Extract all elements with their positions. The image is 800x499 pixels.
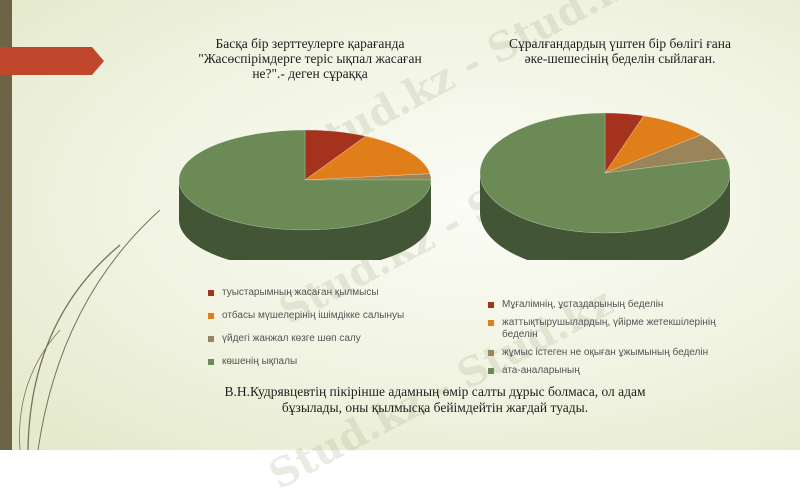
- pie2-slice-2: [604, 134, 727, 174]
- pie1-slice-3-side: [179, 180, 431, 260]
- pie1-slice-3: [178, 129, 432, 231]
- conclusion-text: В.Н.Кудрявцевтің пікірінше адамның өмір …: [224, 384, 646, 415]
- legend-label: отбасы мүшелерінің ішімдікке салынуы: [222, 310, 405, 321]
- title-pointer-arrow: [0, 47, 104, 75]
- pie2-slice-1: [604, 115, 702, 174]
- legend-label: Мұғалімнің, ұстаздарының беделін: [502, 299, 664, 310]
- decorative-curves: [19, 209, 161, 450]
- legend2-item: жұмыс істеген не оқыған ұжымының беделін: [488, 347, 728, 359]
- legend-label: көшенің ықпалы: [222, 356, 298, 367]
- legend2-item: ата-аналарының: [488, 365, 728, 377]
- side-bar: [0, 0, 12, 450]
- pie2-slice-3: [479, 112, 731, 234]
- pie1-slice-0: [304, 129, 367, 181]
- chart1-title: Басқа бір зерттеулерге қарағанда "Жасөсп…: [198, 36, 422, 81]
- legend-swatch: [208, 359, 214, 365]
- pie2-slice-3-side: [480, 173, 730, 260]
- legend-swatch: [488, 320, 494, 326]
- legend-label: ата-аналарының: [502, 365, 580, 376]
- pie-chart-2: [479, 112, 731, 260]
- legend1-item: көшенің ықпалы: [208, 356, 438, 368]
- pie1-slice-1: [304, 135, 431, 181]
- legend1-item: үйдегі жанжал көзге шөп салу: [208, 333, 438, 345]
- legend-label: туыстарымның жасаған қылмысы: [222, 287, 379, 298]
- pie1-slice-2: [304, 173, 432, 181]
- pie2-slice-0: [604, 112, 645, 174]
- legend-label: жұмыс істеген не оқыған ұжымының беделін: [502, 347, 709, 358]
- chart2-legend: Мұғалімнің, ұстаздарының беделін жаттықты…: [488, 299, 728, 383]
- chart1-legend: туыстарымның жасаған қылмысы отбасы мүшел…: [208, 287, 438, 379]
- pie-chart-1: [178, 129, 432, 260]
- legend1-item: отбасы мүшелерінің ішімдікке салынуы: [208, 310, 438, 322]
- legend-swatch: [208, 336, 214, 342]
- legend2-item: Мұғалімнің, ұстаздарының беделін: [488, 299, 728, 311]
- legend-swatch: [488, 350, 494, 356]
- legend2-item: жаттықтырушылардың, үйірме жетекшілеріні…: [488, 317, 728, 341]
- chart2-title: Сұралғандардың үштен бір бөлігі ғана әке…: [509, 36, 731, 66]
- legend1-item: туыстарымның жасаған қылмысы: [208, 287, 438, 299]
- legend-label: үйдегі жанжал көзге шөп салу: [222, 333, 361, 344]
- legend-swatch: [208, 313, 214, 319]
- legend-swatch: [488, 302, 494, 308]
- legend-swatch: [208, 290, 214, 296]
- legend-swatch: [488, 368, 494, 374]
- legend-label: жаттықтырушылардың, үйірме жетекшілеріні…: [502, 317, 716, 340]
